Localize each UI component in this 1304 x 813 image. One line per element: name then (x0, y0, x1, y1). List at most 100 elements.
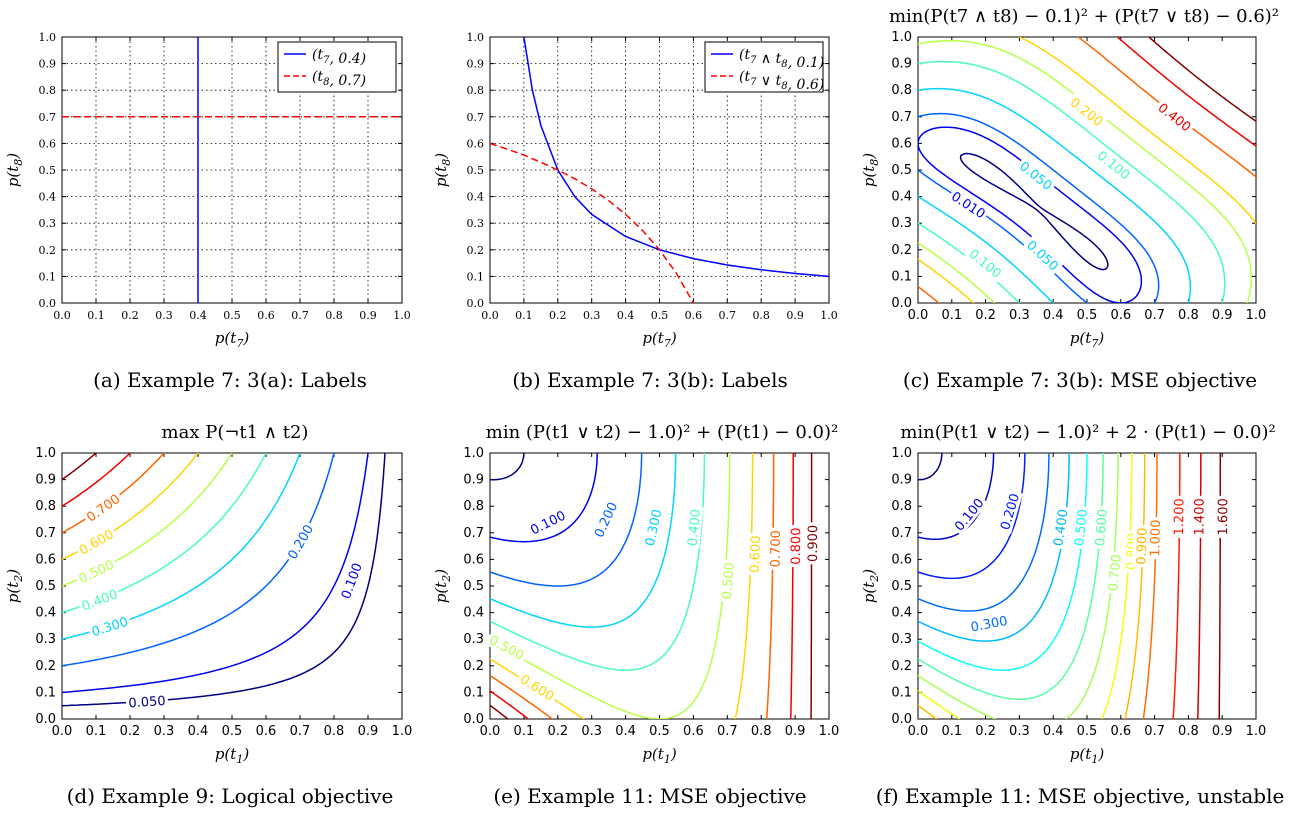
contour-label-bg (946, 186, 991, 223)
contour-lines (62, 453, 386, 707)
contour-level-0.3 (918, 453, 1050, 612)
y-tick-label: 0.9 (35, 473, 56, 488)
x-tick-label: 0.1 (86, 724, 107, 739)
plot-frame (489, 452, 830, 720)
contour-label-bg (1048, 505, 1072, 550)
contour-level-0.3 (490, 453, 677, 628)
x-tick-label: 0.4 (188, 724, 209, 739)
y-tick-label: 0.3 (891, 216, 912, 231)
y-tick-label: 0.6 (891, 552, 912, 567)
x-tick-label: 0.7 (291, 309, 309, 322)
y-tick-label: 0.4 (35, 606, 56, 621)
contour-label: 0.300 (643, 508, 666, 548)
contour-label: 0.400 (1051, 508, 1071, 547)
y-tick-label: 0.4 (891, 606, 912, 621)
contour-label: 0.050 (128, 694, 166, 712)
x-tick-label: 0.0 (908, 308, 929, 323)
contour-lines (918, 37, 1256, 303)
x-tick-label: 1.0 (819, 724, 840, 739)
x-tick-label: 0.0 (480, 724, 501, 739)
contour-level-0.8 (918, 453, 1133, 719)
contour-label: 0.500 (1072, 508, 1091, 547)
x-tick-label: 0.9 (785, 724, 806, 739)
x-tick-label: 0.2 (975, 308, 996, 323)
y-tick-label: 0.3 (467, 217, 485, 230)
contour-label-bg (1190, 495, 1207, 538)
y-tick-label: 1.0 (463, 446, 484, 461)
y-tick-label: 0.7 (35, 526, 56, 541)
contour-label: 0.700 (84, 492, 123, 526)
contour-label-bg (1091, 505, 1111, 549)
y-tick-label: 0.2 (891, 243, 912, 258)
x-tick-label: 1.0 (820, 309, 838, 322)
y-axis-label: p(t2) (4, 569, 25, 603)
contour-label-bg (995, 489, 1023, 534)
contour-level-0.6 (918, 453, 1104, 701)
x-tick-label: 0.8 (325, 309, 343, 322)
y-tick-label: 0.7 (463, 526, 484, 541)
y-tick-label: 0.1 (463, 685, 484, 700)
y-tick-label: 1.0 (467, 31, 485, 44)
contour-label-bg (683, 505, 704, 550)
x-tick-label: 0.5 (222, 724, 243, 739)
contour-lines (918, 453, 1222, 719)
contour-label: 0.400 (686, 508, 705, 547)
x-tick-label: 0.3 (1009, 308, 1030, 323)
x-tick-label: 0.7 (719, 309, 737, 322)
x-tick-label: 0.6 (256, 724, 277, 739)
contour-level-0.3 (918, 37, 1256, 303)
contour-lines (490, 453, 813, 719)
y-tick-label: 0.5 (463, 579, 484, 594)
y-tick-label: 0.5 (39, 164, 57, 177)
x-tick-label: 0.7 (1144, 308, 1165, 323)
y-tick-label: 0.1 (467, 270, 485, 283)
contour-label: 0.700 (1106, 554, 1124, 592)
panel-d: 0.00.00.10.10.20.20.30.30.40.40.50.50.60… (4, 446, 412, 766)
contour-label-bg (1022, 234, 1064, 276)
y-tick-label: 1.0 (891, 446, 912, 461)
y-tick-label: 0.0 (891, 712, 912, 727)
contour-level-0.01 (918, 453, 943, 481)
legend-box (704, 41, 824, 93)
x-tick-label: 0.8 (752, 309, 770, 322)
x-tick-label: 0.3 (1009, 724, 1030, 739)
contour-level-0.1 (62, 453, 369, 694)
y-tick-label: 0.9 (467, 58, 485, 71)
contour-label: 0.600 (1093, 508, 1111, 546)
y-axis-label: p(t8) (860, 153, 881, 187)
y-tick-label: 0.3 (35, 632, 56, 647)
x-tick-label: 0.4 (617, 309, 635, 322)
y-tick-label: 0.6 (467, 137, 485, 150)
panel-c-title: min(P(t7 ∧ t8) − 0.1)² + (P(t7 ∨ t8) − 0… (888, 6, 1280, 27)
contour-label: 0.600 (748, 535, 764, 573)
x-tick-label: 1.0 (1246, 308, 1267, 323)
y-tick-label: 0.1 (891, 685, 912, 700)
contour-label: 0.200 (286, 522, 318, 562)
legend-box (277, 41, 397, 93)
x-tick-label: 0.9 (1212, 308, 1233, 323)
y-tick-label: 0.7 (891, 526, 912, 541)
y-tick-label: 0.4 (39, 191, 57, 204)
x-tick-label: 0.6 (1110, 308, 1131, 323)
y-tick-label: 0.7 (467, 111, 485, 124)
contour-label-bg (766, 527, 784, 570)
contour-label: 0.300 (970, 614, 1009, 636)
panel-c-caption: (c) Example 7: 3(b): MSE objective (902, 368, 1258, 392)
contour-level-1.6 (1218, 453, 1222, 719)
x-tick-label: 1.0 (393, 309, 411, 322)
contour-level-0.4 (918, 453, 1070, 642)
y-tick-label: 0.5 (891, 579, 912, 594)
panel-d-title: max P(¬t1 ∧ t2) (161, 422, 309, 443)
x-tick-label: 0.7 (290, 724, 311, 739)
y-tick-label: 0.8 (467, 84, 485, 97)
x-tick-label: 0.4 (189, 309, 207, 322)
x-tick-label: 0.1 (515, 309, 533, 322)
x-tick-label: 0.3 (583, 309, 601, 322)
y-tick-label: 0.6 (35, 552, 56, 567)
y-tick-label: 0.9 (39, 58, 57, 71)
plot-frame (61, 36, 403, 304)
x-tick-label: 1.0 (1246, 724, 1267, 739)
y-tick-label: 0.9 (463, 473, 484, 488)
